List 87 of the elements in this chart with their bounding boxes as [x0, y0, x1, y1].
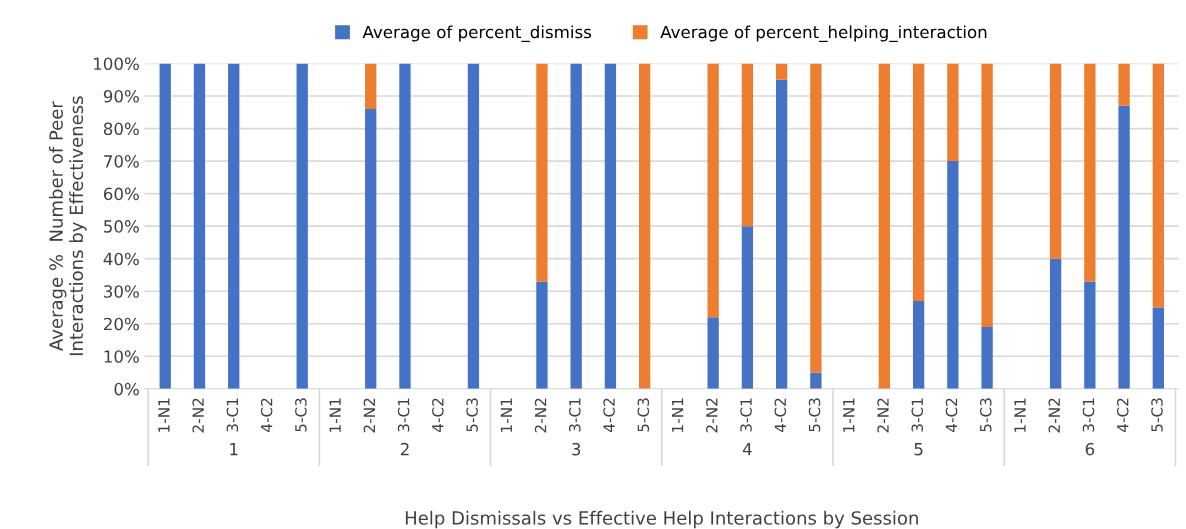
y-tick-label: 100%: [94, 57, 139, 71]
x-tick-label: 3-C1: [911, 398, 924, 432]
x-tick-label: 4-C2: [260, 398, 273, 433]
x-axis-title: Help Dismissals vs Effective Help Interactions by Session: [405, 510, 918, 529]
bar: [912, 63, 925, 301]
y-axis-title: Average % Number of Peer Interactions by Effectiveness: [48, 96, 87, 356]
bar: [365, 109, 377, 389]
x-tick-label: 1-N1: [671, 398, 684, 432]
bar: [741, 226, 754, 389]
x-tick-label: 5-C3: [1151, 398, 1163, 432]
y-tick-label: 30%: [104, 285, 139, 298]
bar: [1118, 105, 1130, 389]
bar: [1118, 63, 1130, 106]
bar: [639, 63, 651, 389]
bar: [775, 63, 788, 80]
bar: [981, 327, 993, 389]
x-tick-label: 4-C2: [1116, 398, 1129, 433]
bar: [878, 63, 891, 389]
x-tick-label: 4-C2: [774, 398, 787, 433]
x-tick-label: 3-C1: [397, 398, 410, 432]
bar: [228, 63, 240, 389]
x-tick-label: 1-N1: [1014, 398, 1026, 432]
legend-label: Average of percent_helping_interaction: [660, 25, 987, 42]
y-tick-label: 10%: [104, 350, 139, 363]
y-tick-label: 0%: [114, 382, 139, 396]
bar: [365, 63, 377, 110]
legend-label: Average of percent_dismiss: [362, 25, 592, 42]
x-tick-label: 3-C1: [569, 398, 581, 432]
bar: [981, 63, 993, 327]
text: 2: [400, 442, 409, 456]
text: 4: [742, 443, 752, 456]
bar: [947, 63, 959, 162]
bar: [1084, 281, 1096, 389]
x-tick-label: 3-C1: [226, 398, 239, 432]
text: 1: [230, 443, 238, 456]
bar: [536, 63, 548, 282]
bar: [1152, 307, 1164, 389]
y-tick-label: 70%: [104, 155, 139, 168]
bar: [1049, 258, 1062, 389]
x-tick-label: 4-C2: [432, 398, 444, 433]
bar: [159, 63, 171, 389]
x-tick-label: 5-C3: [979, 398, 992, 432]
x-tick-label: 2-N2: [363, 398, 375, 433]
x-tick-label: 5-C3: [466, 398, 478, 432]
bar: [604, 63, 617, 389]
x-tick-label: 2-N2: [192, 398, 204, 433]
bar: [810, 63, 822, 373]
bar: [296, 63, 308, 389]
y-tick-label: 90%: [103, 89, 139, 103]
x-tick-label: 2-N2: [1048, 398, 1060, 433]
bar: [536, 281, 548, 389]
bar: [399, 63, 411, 389]
y-tick-label: 80%: [103, 122, 139, 136]
bar: [741, 63, 754, 227]
bar: [193, 63, 206, 389]
y-tick-label: 50%: [104, 220, 139, 233]
bar: [912, 300, 925, 389]
bar: [1152, 63, 1164, 308]
x-tick-label: 5-C3: [637, 398, 650, 432]
x-tick-label: 5-C3: [808, 398, 821, 432]
x-tick-label: 1-N1: [329, 398, 341, 432]
x-tick-label: 2-N2: [534, 398, 547, 433]
x-tick-label: 5-C3: [295, 398, 307, 432]
x-tick-label: 4-C2: [945, 398, 958, 433]
bar: [707, 317, 719, 389]
bar: [570, 63, 582, 389]
bar: [947, 161, 959, 389]
bar: [775, 79, 788, 389]
text: 5: [914, 443, 923, 456]
text: 6: [1085, 442, 1095, 456]
bar: [810, 372, 822, 389]
x-tick-label: 1-N1: [500, 398, 512, 432]
text: 3: [572, 442, 581, 456]
y-tick-label: 40%: [103, 252, 139, 266]
x-tick-label: 1-N1: [158, 398, 170, 432]
bar: [1049, 63, 1062, 259]
x-tick-label: 2-N2: [706, 398, 718, 433]
x-tick-label: 1-N1: [843, 398, 855, 432]
y-tick-label: 20%: [104, 317, 139, 331]
x-tick-label: 4-C2: [603, 398, 615, 433]
bar: [707, 63, 719, 318]
y-tick-label: 60%: [103, 187, 139, 201]
x-tick-label: 3-C1: [740, 398, 752, 432]
bar: [1084, 63, 1096, 282]
x-tick-label: 3-C1: [1082, 398, 1095, 432]
x-tick-label: 2-N2: [877, 398, 889, 433]
bar: [467, 63, 480, 389]
